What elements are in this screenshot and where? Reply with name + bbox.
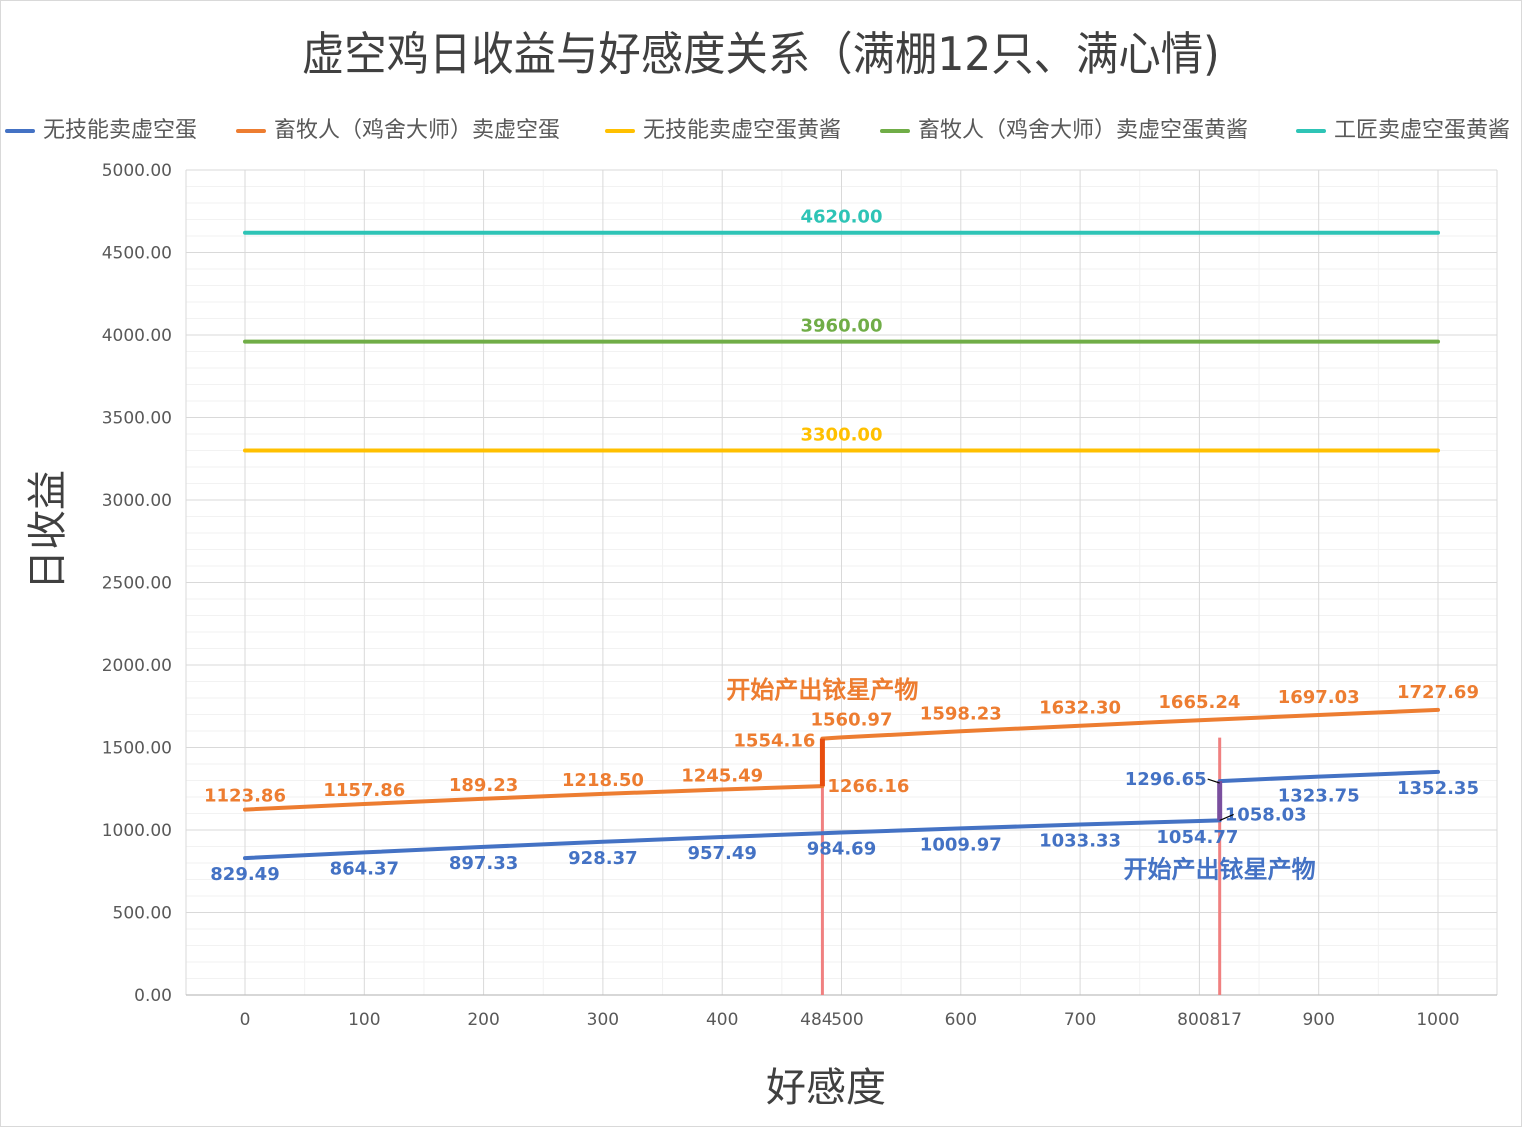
y-tick-label: 3500.00 [102, 409, 172, 429]
legend: 无技能卖虚空蛋 畜牧人（鸡舍大师）卖虚空蛋 无技能卖虚空蛋黄酱 畜牧人（鸡舍大师… [0, 104, 1522, 144]
y-tick-label: 500.00 [113, 904, 172, 924]
x-tick-label: 484 [800, 1010, 832, 1030]
legend-item-no-skill-egg: 无技能卖虚空蛋 [5, 112, 197, 143]
y-tick-label: 2000.00 [102, 656, 172, 676]
legend-label: 工匠卖虚空蛋黄酱 [1334, 118, 1511, 143]
data-label: 1157.86 [323, 780, 405, 801]
annotation: 开始产出铱星产物 [726, 676, 918, 704]
data-label: 1218.50 [562, 770, 644, 791]
data-label: 1352.35 [1397, 778, 1479, 799]
data-label: 829.49 [210, 864, 279, 885]
leader-line [1207, 778, 1220, 784]
legend-swatch [5, 129, 35, 133]
data-label: 1296.65 [1125, 769, 1207, 790]
legend-label: 畜牧人（鸡舍大师）卖虚空蛋黄酱 [918, 118, 1249, 143]
data-label: 1665.24 [1158, 692, 1240, 713]
x-tick-label: 0 [240, 1010, 251, 1030]
y-tick-label: 1000.00 [102, 821, 172, 841]
data-label: 1598.23 [920, 703, 1002, 724]
x-tick-label: 300 [587, 1010, 619, 1030]
data-label: 1245.49 [681, 765, 763, 786]
y-tick-label: 0.00 [134, 986, 172, 1006]
data-label: 189.23 [449, 775, 518, 796]
data-label: 1123.86 [204, 786, 286, 807]
y-tick-label: 2500.00 [102, 574, 172, 594]
data-label: 1554.16 [733, 731, 815, 752]
y-tick-label: 4000.00 [102, 326, 172, 346]
legend-label: 无技能卖虚空蛋 [43, 118, 198, 143]
data-label: 984.69 [807, 839, 876, 860]
y-tick-label: 4500.00 [102, 244, 172, 264]
legend-swatch [880, 129, 910, 133]
legend-item-rancher-egg: 畜牧人（鸡舍大师）卖虚空蛋 [236, 112, 560, 143]
x-tick-label: 817 [1209, 1010, 1241, 1030]
x-tick-label: 400 [706, 1010, 738, 1030]
x-tick-label: 500 [831, 1010, 863, 1030]
y-tick-label: 1500.00 [102, 739, 172, 759]
data-label: 928.37 [568, 848, 637, 869]
x-tick-label: 100 [348, 1010, 380, 1030]
legend-swatch [605, 129, 635, 133]
x-axis-title: 好感度 [766, 1065, 886, 1111]
legend-item-no-skill-mayo: 无技能卖虚空蛋黄酱 [605, 112, 841, 143]
data-label: 1058.03 [1225, 804, 1307, 825]
data-label: 1697.03 [1278, 687, 1360, 708]
data-label: 1033.33 [1039, 831, 1121, 852]
data-label: 1009.97 [920, 834, 1002, 855]
legend-item-artisan-mayo: 工匠卖虚空蛋黄酱 [1296, 112, 1510, 143]
annotation: 开始产出铱星产物 [1124, 856, 1316, 884]
y-tick-label: 3000.00 [102, 491, 172, 511]
data-label: 1266.16 [827, 776, 909, 797]
x-tick-label: 700 [1064, 1010, 1096, 1030]
data-label: 1727.69 [1397, 682, 1479, 703]
y-tick-label: 5000.00 [102, 161, 172, 181]
legend-swatch [236, 129, 266, 133]
data-label: 3960.00 [801, 316, 883, 337]
leader-line [1219, 813, 1234, 821]
x-tick-label: 900 [1302, 1010, 1334, 1030]
x-tick-label: 800 [1177, 1010, 1209, 1030]
data-label: 864.37 [330, 858, 399, 879]
x-tick-label: 600 [945, 1010, 977, 1030]
data-label: 1632.30 [1039, 698, 1121, 719]
x-tick-label: 200 [467, 1010, 499, 1030]
data-label: 3300.00 [801, 425, 883, 446]
data-label: 1323.75 [1278, 786, 1360, 807]
legend-label: 无技能卖虚空蛋黄酱 [643, 118, 842, 143]
data-label: 1560.97 [811, 709, 893, 730]
data-label: 957.49 [687, 843, 756, 864]
data-label: 897.33 [449, 853, 518, 874]
legend-label: 畜牧人（鸡舍大师）卖虚空蛋 [274, 118, 561, 143]
x-tick-label: 1000 [1416, 1010, 1459, 1030]
data-label: 4620.00 [801, 207, 883, 228]
chart-title: 虚空鸡日收益与好感度关系（满棚12只、满心情) [301, 27, 1220, 81]
legend-swatch [1296, 129, 1326, 133]
data-label: 1054.77 [1156, 827, 1238, 848]
legend-item-rancher-mayo: 畜牧人（鸡舍大师）卖虚空蛋黄酱 [880, 112, 1248, 143]
